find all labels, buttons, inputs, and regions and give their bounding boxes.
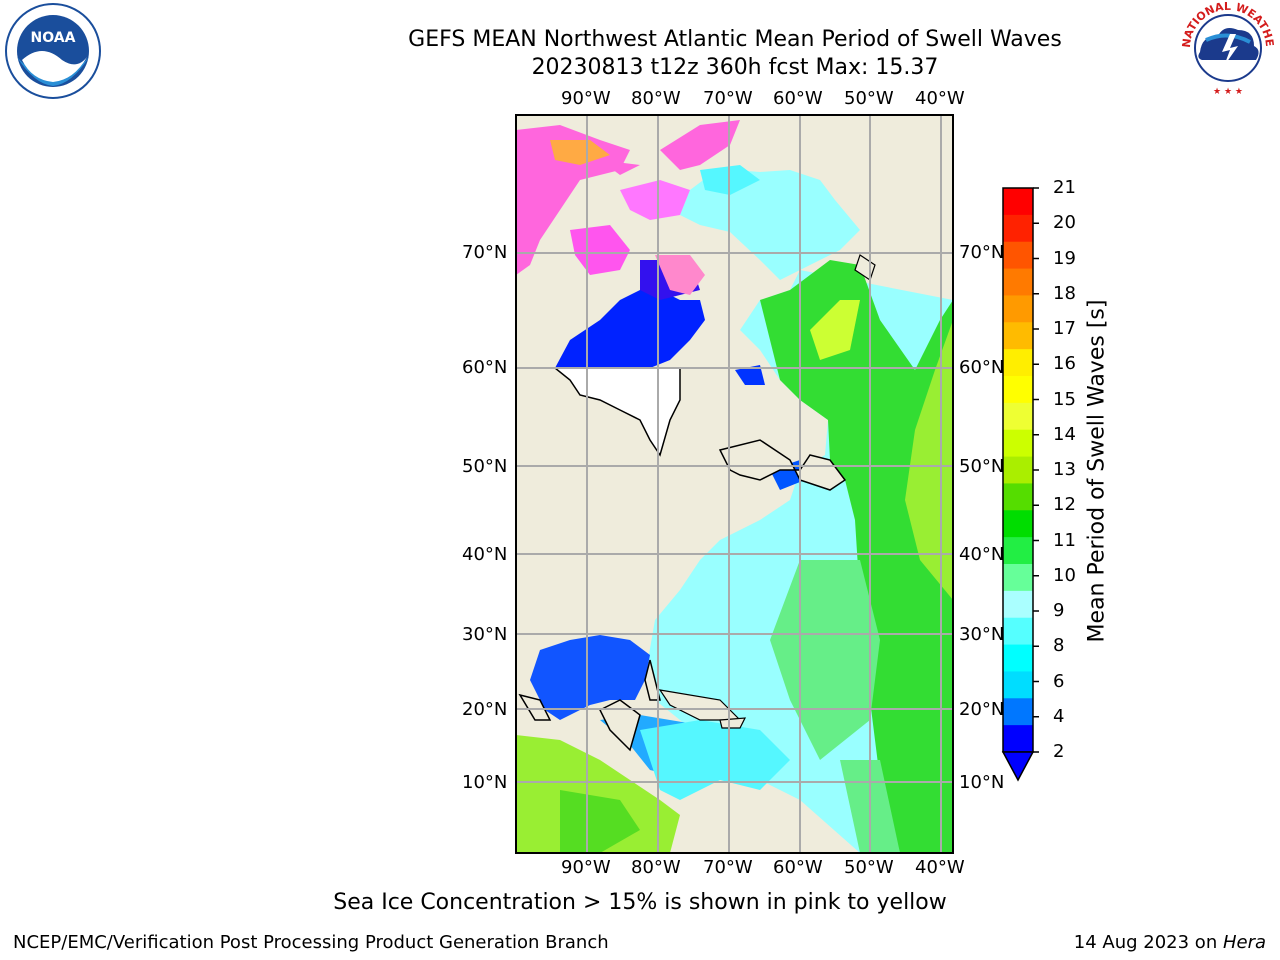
- lat-label-left: 50°N: [462, 456, 508, 477]
- lat-label-right: 60°N: [959, 357, 1005, 378]
- map-title: GEFS MEAN Northwest Atlantic Mean Period…: [408, 27, 1062, 52]
- colorbar-tick-label: 21: [1053, 177, 1076, 198]
- lat-label-left: 10°N: [462, 772, 508, 793]
- noaa-logo: NOAA: [5, 3, 101, 99]
- colorbar-segment: [1003, 590, 1033, 619]
- lon-label-bottom: 70°W: [703, 857, 753, 878]
- lat-label-right: 20°N: [959, 699, 1005, 720]
- colorbar-tick-label: 14: [1053, 423, 1076, 445]
- colorbar-segment: [1003, 644, 1033, 672]
- colorbar-tick-label: 10: [1053, 564, 1076, 586]
- lon-label-top: 70°W: [703, 88, 753, 109]
- colorbar-segment: [1003, 429, 1033, 458]
- lon-label-bottom: 60°W: [773, 857, 823, 878]
- lat-label-left: 70°N: [462, 242, 508, 263]
- colorbar-segment: [1003, 698, 1033, 726]
- footer-branch: NCEP/EMC/Verification Post Processing Pr…: [13, 932, 609, 953]
- colorbar-segment: [1003, 376, 1033, 404]
- colorbar-tick-label: 16: [1053, 353, 1076, 375]
- colorbar-tick-label: 2: [1053, 741, 1065, 762]
- lon-label-top: 40°W: [915, 88, 965, 109]
- sea-ice-caption: Sea Ice Concentration > 15% is shown in …: [333, 890, 947, 915]
- colorbar-segment: [1003, 456, 1033, 484]
- lon-label-bottom: 40°W: [915, 857, 965, 878]
- lon-label-top: 80°W: [631, 88, 681, 109]
- lon-label-bottom: 80°W: [631, 857, 681, 878]
- lon-label-top: 50°W: [844, 88, 894, 109]
- lon-label-top: 60°W: [773, 88, 823, 109]
- colorbar-segment: [1003, 617, 1033, 646]
- colorbar: [1002, 187, 1039, 753]
- footer-host: Hera: [1222, 932, 1266, 953]
- colorbar-segment: [1003, 268, 1033, 296]
- colorbar-segment: [1003, 295, 1033, 323]
- map-graticule: [516, 115, 953, 853]
- colorbar-tick-label: 15: [1053, 388, 1076, 410]
- map-frame: [515, 114, 954, 854]
- lat-label-right: 40°N: [959, 544, 1005, 565]
- colorbar-extend-arrow: [1001, 751, 1035, 782]
- lon-label-top: 90°W: [561, 88, 611, 109]
- colorbar-tick-label: 12: [1053, 494, 1076, 516]
- colorbar-tick-label: 11: [1053, 529, 1076, 551]
- colorbar-segment: [1003, 349, 1033, 377]
- colorbar-tick-label: 20: [1053, 212, 1076, 234]
- colorbar-segment: [1003, 671, 1033, 699]
- noaa-logo-text: NOAA: [31, 30, 76, 46]
- lat-label-left: 20°N: [462, 699, 508, 720]
- colorbar-segment: [1003, 483, 1033, 511]
- nws-stars: ★ ★ ★: [1213, 87, 1243, 97]
- lat-label-left: 30°N: [462, 624, 508, 645]
- colorbar-segment: [1003, 322, 1033, 350]
- colorbar-tick-label: 4: [1053, 705, 1065, 727]
- colorbar-tick-label: 13: [1053, 459, 1076, 480]
- colorbar-segment: [1003, 537, 1033, 565]
- colorbar-tick-label: 9: [1053, 600, 1065, 621]
- colorbar-tick-label: 17: [1053, 318, 1076, 339]
- colorbar-title: Mean Period of Swell Waves [s]: [1084, 299, 1110, 643]
- colorbar-segment: [1003, 402, 1033, 431]
- lat-label-right: 70°N: [959, 242, 1005, 263]
- map-subtitle: 20230813 t12z 360h fcst Max: 15.37: [531, 55, 939, 80]
- colorbar-segment: [1003, 725, 1033, 753]
- lat-label-left: 60°N: [462, 357, 508, 378]
- lon-label-bottom: 50°W: [844, 857, 894, 878]
- colorbar-tick-label: 6: [1053, 670, 1065, 692]
- lat-label-left: 40°N: [462, 544, 508, 565]
- colorbar-tick-label: 18: [1053, 282, 1076, 304]
- colorbar-segment: [1003, 188, 1033, 216]
- lon-label-bottom: 90°W: [561, 857, 611, 878]
- colorbar-tick-label: 8: [1053, 635, 1065, 657]
- nws-logo: NATIONAL WEATHER SERVICE ★ ★ ★: [1178, 0, 1276, 97]
- footer-date-text: 14 Aug 2023 on: [1073, 932, 1223, 953]
- lat-label-right: 10°N: [959, 772, 1005, 793]
- lat-label-right: 30°N: [959, 624, 1005, 645]
- colorbar-segment: [1003, 214, 1033, 243]
- footer-date: 14 Aug 2023 on Hera: [1074, 932, 1266, 953]
- colorbar-segment: [1003, 241, 1033, 270]
- colorbar-segment: [1003, 564, 1033, 592]
- lat-label-right: 50°N: [959, 456, 1005, 477]
- colorbar-tick-label: 19: [1053, 247, 1076, 269]
- colorbar-segment: [1003, 510, 1033, 538]
